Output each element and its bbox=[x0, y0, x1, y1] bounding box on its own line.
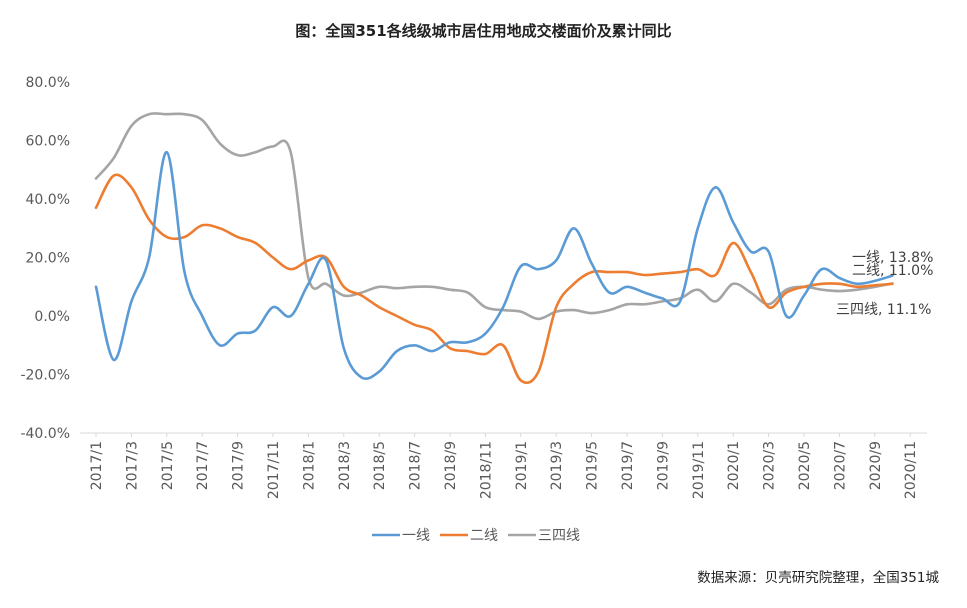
x-tick-label: 2017/1 bbox=[89, 441, 105, 490]
x-tick-label: 2018/9 bbox=[443, 441, 459, 490]
end-data-label: 二线, 11.0% bbox=[852, 263, 933, 279]
x-tick-label: 2020/3 bbox=[762, 441, 778, 490]
x-tick-label: 2017/9 bbox=[231, 441, 247, 490]
series-line-1 bbox=[94, 150, 894, 381]
x-tick-label: 2017/3 bbox=[124, 441, 140, 490]
legend-label: 三四线 bbox=[538, 528, 580, 544]
y-tick-label: 40.0% bbox=[26, 192, 70, 208]
x-tick-label: 2018/11 bbox=[478, 441, 494, 499]
x-tick-label: 2017/11 bbox=[266, 441, 282, 499]
chart-title: 图：全国351各线级城市居住用地成交楼面价及累计同比 bbox=[295, 22, 672, 40]
x-tick-label: 2020/7 bbox=[832, 441, 848, 490]
x-tick-label: 2017/5 bbox=[160, 441, 176, 490]
y-tick-label: 0.0% bbox=[34, 309, 70, 325]
legend-label: 一线 bbox=[402, 528, 430, 544]
x-tick-label: 2019/11 bbox=[691, 441, 707, 499]
x-tick-label: 2019/5 bbox=[585, 441, 601, 490]
x-tick-label: 2019/9 bbox=[655, 441, 671, 490]
y-tick-label: 60.0% bbox=[26, 134, 70, 150]
source-note: 数据来源：贝壳研究院整理，全国351城 bbox=[697, 570, 939, 586]
y-tick-label: -40.0% bbox=[20, 426, 70, 442]
x-tick-label: 2018/3 bbox=[337, 441, 353, 490]
x-tick-label: 2018/7 bbox=[408, 441, 424, 490]
x-tick-label: 2018/1 bbox=[301, 441, 317, 490]
x-tick-label: 2020/11 bbox=[903, 441, 919, 499]
x-tick-label: 2017/7 bbox=[195, 441, 211, 490]
y-tick-label: 20.0% bbox=[26, 251, 70, 267]
end-data-label: 三四线, 11.1% bbox=[836, 302, 931, 318]
x-tick-label: 2019/7 bbox=[620, 441, 636, 490]
y-tick-label: -20.0% bbox=[20, 368, 70, 384]
legend-label: 二线 bbox=[470, 528, 498, 544]
x-tick-label: 2020/9 bbox=[868, 441, 884, 490]
series-line-3 bbox=[94, 112, 894, 321]
y-tick-label: 80.0% bbox=[26, 75, 70, 91]
x-tick-label: 2020/5 bbox=[797, 441, 813, 490]
x-tick-label: 2019/1 bbox=[514, 441, 530, 490]
x-tick-label: 2020/1 bbox=[726, 441, 742, 490]
series-line-2 bbox=[94, 173, 894, 385]
x-tick-label: 2018/5 bbox=[372, 441, 388, 490]
x-tick-label: 2019/3 bbox=[549, 441, 565, 490]
end-data-label: 一线, 13.8% bbox=[852, 250, 933, 266]
